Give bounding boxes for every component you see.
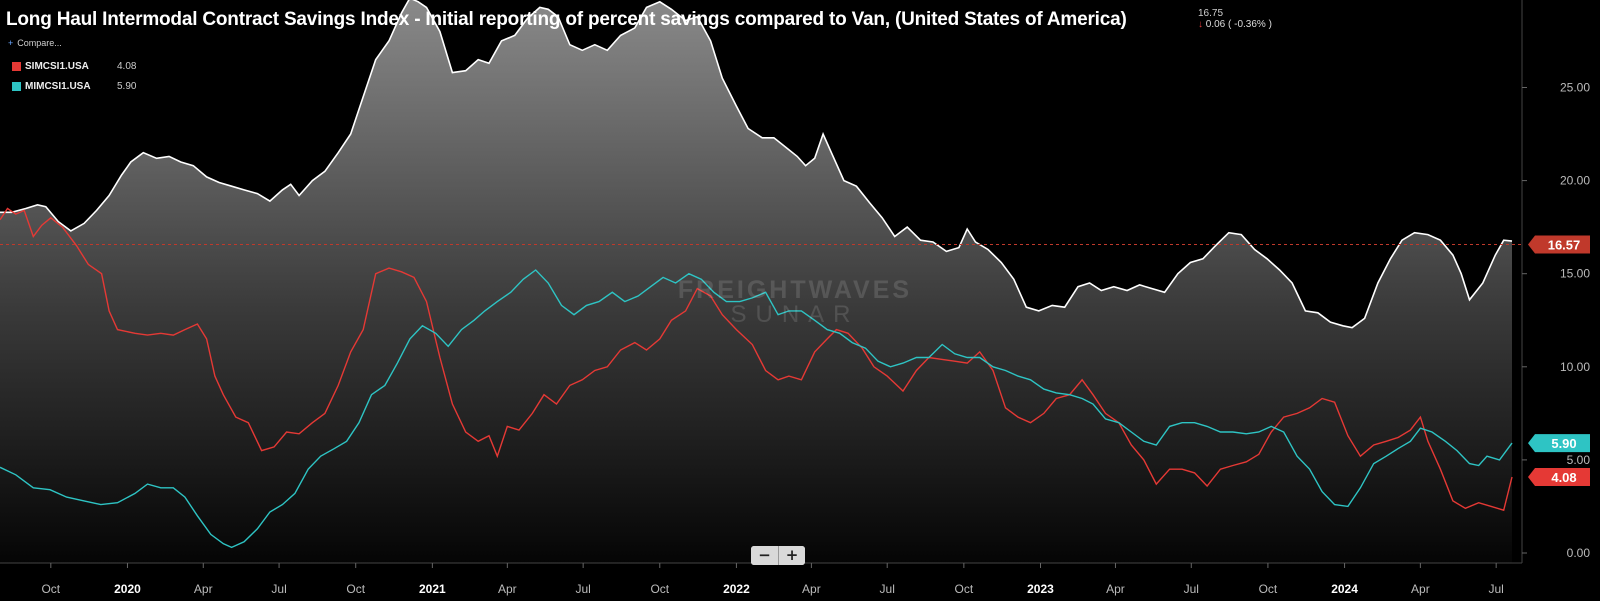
x-tick-label: Oct (650, 582, 669, 596)
legend-series-value: 4.08 (117, 60, 137, 72)
value-tag (1528, 235, 1590, 254)
chart-title: Long Haul Intermodal Contract Savings In… (6, 9, 1127, 30)
legend-swatch-red (12, 61, 21, 71)
legend-item-simcsi1[interactable]: SIMCSI1.USA 4.08 (12, 56, 136, 76)
x-tick-label: 2022 (723, 582, 750, 596)
legend-item-mimcsi1[interactable]: MIMCSI1.USA 5.90 (12, 76, 136, 96)
x-tick-label: Jul (1489, 582, 1504, 596)
legend-swatch-teal (12, 81, 21, 91)
plus-icon: + (8, 38, 14, 48)
legend-series-name: SIMCSI1.USA (25, 60, 89, 72)
y-tick-label: 20.00 (1560, 174, 1590, 188)
last-value-readout: 16.75 ↓ 0.06 ( -0.36% ) (1198, 8, 1272, 30)
value-tag-label: 5.90 (1551, 436, 1576, 451)
x-tick-label: Apr (194, 582, 213, 596)
last-value: 16.75 (1198, 8, 1224, 19)
series-line-mimcsi1usa[interactable] (0, 269, 1513, 549)
series-line-main[interactable] (0, 0, 1513, 329)
value-tag (1528, 434, 1590, 453)
x-tick-label: Jul (575, 582, 590, 596)
x-tick-label: Oct (41, 582, 60, 596)
legend-series-name: MIMCSI1.USA (25, 80, 91, 92)
series-line-simcsi1usa[interactable] (0, 207, 1513, 512)
change-value: 0.06 ( -0.36% ) (1205, 19, 1272, 30)
x-tick-label: Apr (802, 582, 821, 596)
compare-label: Compare... (17, 38, 62, 48)
compare-button[interactable]: + Compare... (8, 38, 62, 48)
y-tick-label: 10.00 (1560, 360, 1590, 374)
series-area-fill (0, 0, 1512, 563)
x-tick-label: 2024 (1331, 582, 1358, 596)
y-tick-label: 0.00 (1567, 546, 1591, 560)
x-tick-label: Apr (498, 582, 517, 596)
x-tick-label: Jul (271, 582, 286, 596)
zoom-out-button[interactable]: − (751, 546, 778, 565)
x-tick-label: 2021 (419, 582, 446, 596)
legend-series-value: 5.90 (117, 80, 137, 92)
y-tick-label: 25.00 (1560, 81, 1590, 95)
y-tick-label: 5.00 (1567, 453, 1591, 467)
zoom-controls: − + (751, 546, 805, 565)
x-tick-label: Oct (1259, 582, 1278, 596)
zoom-in-button[interactable]: + (778, 546, 805, 565)
legend: SIMCSI1.USA 4.08 MIMCSI1.USA 5.90 (12, 56, 136, 96)
y-tick-label: 15.00 (1560, 267, 1590, 281)
x-tick-label: Oct (346, 582, 365, 596)
x-tick-label: Jul (880, 582, 895, 596)
x-tick-label: Jul (1184, 582, 1199, 596)
down-arrow-icon: ↓ (1198, 19, 1203, 30)
value-tag-label: 4.08 (1551, 470, 1576, 485)
x-tick-label: 2023 (1027, 582, 1054, 596)
x-tick-label: Apr (1411, 582, 1430, 596)
x-tick-label: Oct (955, 582, 974, 596)
value-tag (1528, 468, 1590, 487)
x-tick-label: Apr (1106, 582, 1125, 596)
value-tag-label: 16.57 (1548, 237, 1581, 252)
x-tick-label: 2020 (114, 582, 141, 596)
